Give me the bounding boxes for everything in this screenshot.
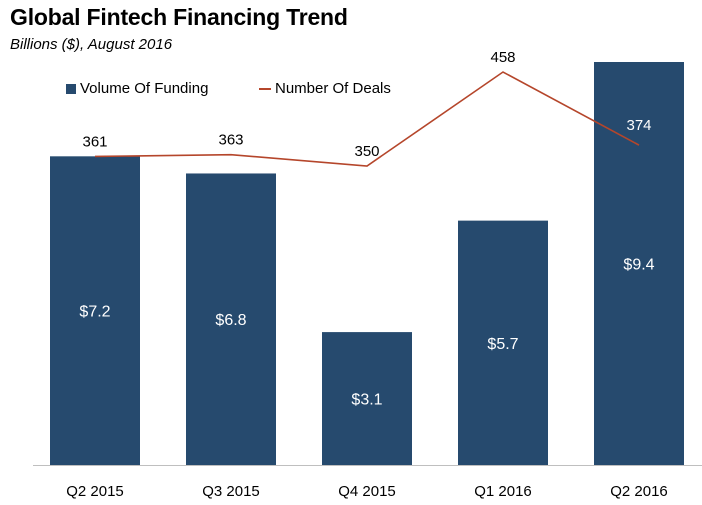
legend-label-volume: Volume Of Funding	[80, 80, 209, 97]
bar-label-3: $5.7	[487, 336, 518, 353]
bar-label-2: $3.1	[351, 392, 382, 409]
x-tick-label-0: Q2 2015	[66, 483, 124, 500]
bar-label-1: $6.8	[215, 312, 246, 329]
x-tick-label-2: Q4 2015	[338, 483, 396, 500]
line-label-3: 458	[490, 49, 515, 66]
chart-title: Global Fintech Financing Trend	[10, 4, 348, 30]
x-tick-label-1: Q3 2015	[202, 483, 260, 500]
line-label-2: 350	[354, 143, 379, 160]
bar-volume-2	[322, 332, 412, 465]
legend-swatch-volume	[66, 83, 76, 94]
bar-volume-1	[186, 173, 276, 465]
x-tick-label-3: Q1 2016	[474, 483, 532, 500]
line-label-4: 374	[626, 117, 651, 134]
line-deals	[94, 71, 640, 167]
bar-label-4: $9.4	[623, 257, 654, 274]
line-label-1: 363	[218, 132, 243, 149]
bar-label-0: $7.2	[79, 304, 110, 321]
legend-item-deals: Number Of Deals	[259, 80, 391, 97]
bar-volume-0	[50, 156, 140, 465]
line-label-0: 361	[82, 133, 107, 150]
bar-volume-3	[458, 220, 548, 465]
legend-swatch-deals	[259, 87, 271, 90]
legend-label-deals: Number Of Deals	[275, 80, 391, 97]
legend-item-volume: Volume Of Funding	[66, 80, 208, 97]
x-tick-label-4: Q2 2016	[610, 483, 668, 500]
chart-subtitle: Billions ($), August 2016	[10, 36, 173, 53]
